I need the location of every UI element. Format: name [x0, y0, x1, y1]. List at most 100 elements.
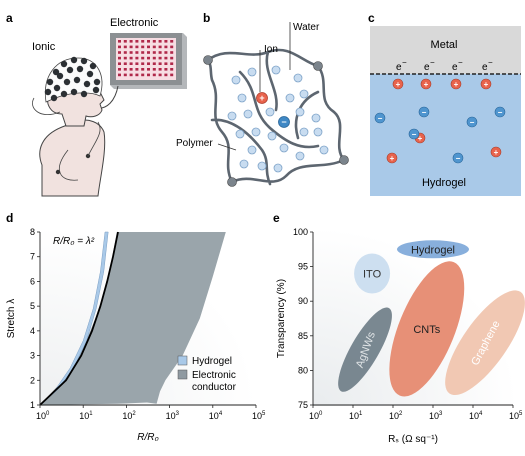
- monitor-pixel: [158, 73, 162, 77]
- ion-sign: +: [396, 80, 401, 89]
- x-tick-label: 103: [166, 411, 180, 421]
- x-tick-label: 104: [469, 411, 483, 421]
- electrode-dot: [60, 60, 68, 68]
- monitor-pixel: [152, 51, 156, 54]
- monitor-pixel: [170, 51, 174, 54]
- ion-sign: −: [378, 114, 383, 123]
- reference-curve: [39, 231, 119, 406]
- x-axis-label: R/R₀: [137, 432, 158, 443]
- ion-sign: −: [456, 154, 461, 163]
- y-tick-label: 3: [30, 351, 35, 361]
- panel-b: b + − Ion Water Polymer: [176, 11, 349, 187]
- electron-label: e: [424, 62, 430, 73]
- electrode-dot: [70, 56, 78, 64]
- electrons: e − e − e − e −: [396, 58, 493, 73]
- monitor-pixel: [147, 45, 150, 49]
- region-agnws: [338, 307, 392, 392]
- water-molecule: [273, 163, 283, 173]
- monitor-pixel: [170, 68, 174, 71]
- water-molecule: [267, 131, 277, 141]
- x-tick-label: 100: [309, 411, 323, 421]
- water-label: Water: [293, 22, 320, 33]
- monitor-pixel: [158, 68, 162, 71]
- monitor-pixel: [141, 56, 145, 60]
- electrode-dot: [70, 88, 78, 96]
- ion-sign: +: [424, 80, 429, 89]
- water-molecule: [319, 145, 329, 155]
- negative-ion-icon: [408, 128, 420, 140]
- electrode-dot: [89, 62, 97, 70]
- region-graphene: [445, 290, 525, 396]
- hydrogel-layer: [370, 74, 521, 196]
- monitor-pixel: [164, 40, 168, 43]
- monitor-pixel: [141, 40, 145, 43]
- monitor-pixel: [118, 73, 121, 77]
- ions: + + + ++++−−−−−−: [374, 78, 506, 164]
- monitor-pixel: [152, 68, 156, 71]
- monitor-pixel: [158, 62, 162, 65]
- negative-ion-icon: [494, 106, 506, 118]
- y-tick-label: 95: [298, 262, 308, 272]
- region-label-cnts: CNTs: [413, 324, 440, 336]
- electrode-dot: [60, 90, 68, 98]
- positive-ion-icon: [480, 78, 492, 90]
- x-tick-label: 104: [209, 411, 223, 421]
- legend-swatch-hydrogel: [177, 355, 188, 366]
- panel-c-letter: c: [368, 11, 375, 25]
- y-tick-label: 4: [30, 326, 35, 336]
- monitor-pixel: [129, 62, 133, 65]
- electron-label: e: [396, 62, 402, 73]
- monitor-pixel: [118, 56, 121, 60]
- y-tick-label: 8: [30, 227, 35, 237]
- crosslink-node: [339, 155, 349, 165]
- electron-charge: −: [430, 58, 435, 67]
- crosslink-nodes: [203, 55, 349, 187]
- water-molecule: [247, 67, 257, 77]
- water-molecule: [299, 127, 309, 137]
- y-tick-label: 6: [30, 276, 35, 286]
- region-hydrogel: [397, 240, 469, 259]
- electron-charge: −: [458, 58, 463, 67]
- electrode-dot: [83, 80, 91, 88]
- series-electronic-conductor-area: [40, 232, 226, 405]
- negative-ion-icon: [466, 116, 478, 128]
- water-molecule: [295, 107, 305, 117]
- ion-sign: −: [412, 130, 417, 139]
- ion-sign: +: [418, 134, 423, 143]
- electrode-dot: [86, 70, 94, 78]
- water-molecule: [257, 161, 267, 171]
- region-ito: [354, 253, 391, 294]
- x-tick-label: 101: [349, 411, 363, 421]
- monitor-pixel: [118, 45, 121, 49]
- water-molecule: [231, 75, 241, 85]
- negative-ion-icon: [452, 152, 464, 164]
- monitor-pixel: [118, 40, 121, 43]
- ion-sign: +: [390, 154, 395, 163]
- monitor-pixel: [147, 73, 150, 77]
- water-molecule: [265, 107, 275, 117]
- electronic-label: Electronic: [110, 17, 159, 29]
- monitor-pixel: [118, 51, 121, 54]
- monitor-pixel: [135, 68, 139, 71]
- monitor-pixel: [123, 40, 127, 43]
- x-tick-label: 105: [252, 411, 266, 421]
- water-molecule: [237, 93, 247, 103]
- water-molecule: [243, 109, 253, 119]
- panel-d: d 100 101 102 103 104 105 1 2 3 4 5 6 7 8 R/R₀ Stretch …: [6, 211, 266, 443]
- monitor-pixel: [164, 56, 168, 60]
- svg-text:−: −: [281, 117, 286, 127]
- ion-label: Ion: [264, 44, 278, 55]
- monitor-pixel: [141, 51, 145, 54]
- water-molecule: [251, 127, 261, 137]
- x-tick-label: 100: [36, 411, 50, 421]
- electrode-dot: [44, 88, 52, 96]
- monitor-pixel: [118, 62, 121, 65]
- monitor-pixel: [170, 62, 174, 65]
- negative-ion-icon: [278, 116, 290, 128]
- ion-sign: −: [498, 108, 503, 117]
- water-molecule: [239, 159, 249, 169]
- electrode-dot: [53, 84, 61, 92]
- panel-a: a Ionic Electronic: [6, 11, 187, 197]
